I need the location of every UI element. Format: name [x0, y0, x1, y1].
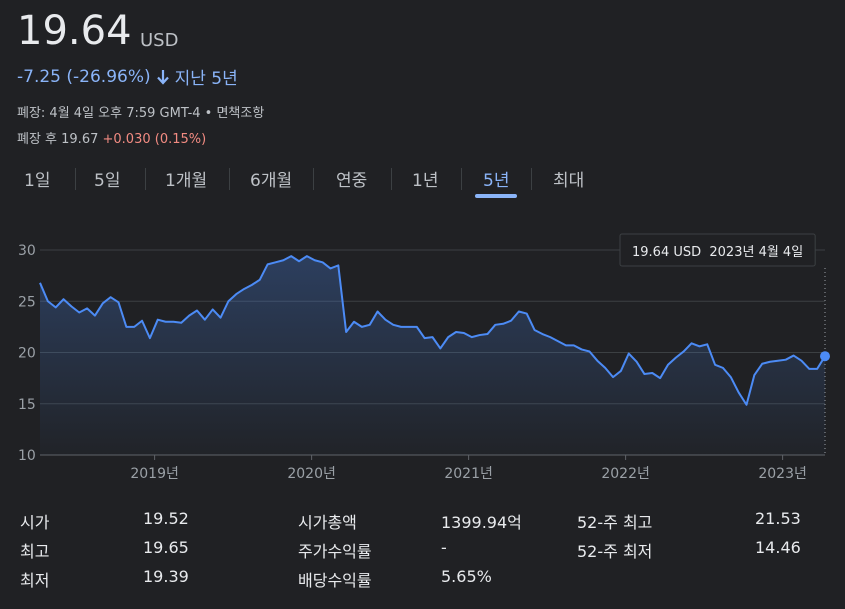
tooltip-box: [619, 233, 816, 267]
current-point: [820, 351, 830, 362]
tab-separator: [229, 168, 230, 190]
range-tab[interactable]: 5일: [94, 171, 121, 191]
tab-underline: [475, 194, 518, 198]
stat-label: 시가: [20, 513, 50, 532]
stat-label: 최저: [20, 571, 50, 590]
tab-separator: [531, 168, 532, 190]
stat-value: 1399.94억: [441, 513, 522, 532]
currency: USD: [140, 30, 179, 51]
stat-label: 최고: [20, 542, 50, 561]
x-tick-label: 2022년: [601, 466, 650, 482]
x-tick-label: 2019년: [130, 466, 179, 482]
stat-value: 19.39: [143, 567, 189, 586]
y-tick-label: 10: [18, 448, 36, 464]
area: [40, 256, 825, 455]
after-hours: 폐장 후 19.67: [17, 132, 99, 147]
range-tab[interactable]: 1일: [24, 171, 51, 191]
stat-label: 시가총액: [298, 513, 357, 532]
tab-separator: [313, 168, 314, 190]
stat-value: 5.65%: [441, 567, 492, 586]
stat-label: 주가수익률: [298, 542, 372, 561]
stat-value: 14.46: [755, 538, 801, 557]
stat-label: 52-주 최저: [577, 542, 653, 561]
x-tick-label: 2020년: [287, 466, 336, 482]
tab-separator: [391, 168, 392, 190]
tab-separator: [461, 168, 462, 190]
tab-separator: [145, 168, 146, 190]
range-tab[interactable]: 6개월: [250, 171, 293, 191]
after-hours-row: 폐장 후 19.67 +0.030 (0.15%): [17, 128, 206, 147]
range-tab[interactable]: 연중: [336, 171, 368, 191]
disclaimer-link[interactable]: 면책조항: [216, 106, 265, 121]
period: 지난 5년: [174, 69, 238, 89]
tab-separator: [75, 168, 76, 190]
x-tick-label: 2021년: [444, 466, 493, 482]
change-row: -7.25 (-26.96%) 지난 5년: [17, 64, 238, 90]
y-tick-label: 30: [18, 243, 36, 259]
closed-row: 폐장: 4월 4일 오후 7:59 GMT-4 • 면책조항: [17, 102, 264, 121]
range-tabs: 1일 5일 1개월 6개월 연중 1년 5년 최대: [0, 162, 620, 202]
closed: 폐장: 4월 4일 오후 7:59 GMT-4 •: [17, 106, 217, 121]
price-line: [39, 255, 826, 406]
range-tab[interactable]: 1개월: [165, 171, 208, 191]
range-tab[interactable]: 5년: [483, 171, 510, 191]
stat-value: -: [441, 538, 447, 557]
price: 19.64: [17, 8, 132, 54]
tooltip: 19.64 USD 2023년 4월 4일: [632, 245, 803, 260]
down-arrow: [156, 69, 169, 85]
x-tick-label: 2023년: [758, 466, 807, 482]
stat-label: 배당수익률: [298, 571, 372, 590]
stat-value: 19.65: [143, 538, 189, 557]
after-hours-change: +0.030 (0.15%): [102, 132, 207, 147]
range-tab[interactable]: 최대: [553, 171, 585, 191]
y-tick-label: 25: [18, 294, 36, 310]
range-tab[interactable]: 1년: [412, 171, 439, 191]
stat-label: 52-주 최고: [577, 513, 653, 532]
y-tick-label: 20: [18, 346, 36, 362]
stat-value: 21.53: [755, 509, 801, 528]
y-tick-label: 15: [18, 397, 36, 413]
stat-value: 19.52: [143, 509, 189, 528]
change: -7.25 (-26.96%): [17, 66, 151, 87]
